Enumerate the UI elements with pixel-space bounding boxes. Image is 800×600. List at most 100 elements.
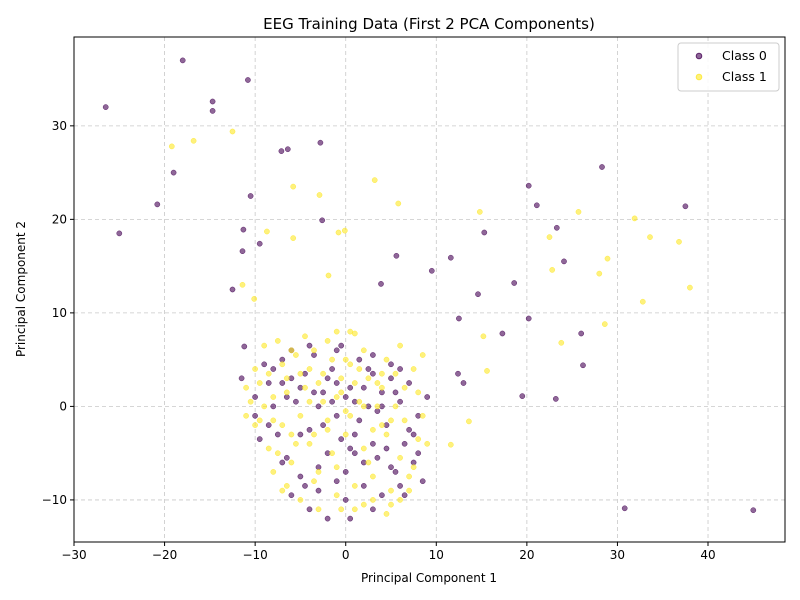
data-point-class-0	[288, 492, 295, 499]
data-point-class-0	[265, 422, 272, 428]
data-point-class-0	[397, 483, 403, 489]
data-point-class-0	[351, 450, 358, 457]
data-point-class-1	[283, 375, 290, 382]
data-point-class-1	[370, 497, 376, 503]
y-tick-label: −10	[42, 493, 67, 507]
data-point-class-1	[374, 403, 381, 410]
data-point-class-1	[395, 200, 402, 207]
legend-marker-class-0	[695, 52, 703, 60]
data-point-class-0	[320, 422, 326, 428]
y-tick-label: 20	[52, 212, 67, 226]
data-point-class-1	[397, 342, 403, 349]
legend-marker-class-1	[695, 73, 703, 81]
data-point-class-1	[279, 422, 286, 428]
data-point-class-1	[290, 183, 297, 190]
data-point-class-1	[480, 333, 487, 340]
data-point-class-1	[379, 370, 385, 377]
data-point-class-0	[209, 108, 216, 114]
data-point-class-1	[351, 330, 358, 337]
data-point-class-0	[475, 291, 481, 298]
data-point-class-1	[338, 389, 345, 396]
legend-label-class-1: Class 1	[722, 69, 767, 84]
data-point-class-0	[365, 366, 372, 372]
data-point-class-1	[270, 417, 277, 424]
data-point-class-1	[406, 473, 412, 480]
data-point-class-0	[306, 426, 313, 433]
data-point-class-1	[388, 417, 394, 424]
data-point-class-0	[578, 330, 585, 337]
data-point-class-1	[379, 422, 385, 428]
data-point-class-1	[476, 209, 483, 215]
x-tick-label: −30	[61, 548, 86, 562]
legend-label-class-0: Class 0	[722, 48, 767, 63]
data-point-class-1	[397, 454, 403, 461]
x-tick-label: 10	[429, 548, 444, 562]
data-point-class-1	[447, 441, 454, 448]
data-point-class-1	[383, 356, 390, 363]
data-point-class-0	[245, 77, 251, 83]
data-point-class-0	[424, 394, 431, 400]
x-tick-label: −10	[242, 548, 267, 562]
y-tick-label: 0	[59, 399, 67, 413]
data-point-class-0	[319, 217, 326, 224]
data-point-class-0	[279, 380, 286, 386]
data-point-class-1	[315, 380, 322, 386]
data-point-class-1	[306, 398, 313, 405]
data-point-class-0	[388, 375, 394, 382]
data-point-class-1	[371, 177, 378, 183]
data-point-class-0	[481, 229, 488, 236]
data-point-class-1	[333, 492, 340, 499]
x-tick-label: 40	[700, 548, 715, 562]
data-point-class-1	[360, 347, 367, 354]
data-point-class-1	[302, 384, 308, 391]
data-point-class-1	[342, 408, 349, 414]
data-point-class-0	[388, 361, 394, 368]
data-point-class-0	[342, 497, 349, 503]
data-point-class-1	[397, 497, 403, 503]
data-point-class-1	[604, 255, 611, 262]
data-point-class-0	[252, 394, 258, 400]
data-point-class-0	[338, 436, 345, 442]
axis-ticks: −30 −20 −10 0 10 20 30 40 −10 0 10 20 30	[42, 119, 716, 562]
data-point-class-1	[320, 370, 326, 377]
data-point-class-1	[370, 426, 376, 433]
data-point-class-0	[533, 202, 540, 209]
data-point-class-0	[333, 412, 340, 419]
data-point-class-0	[306, 342, 313, 349]
data-point-class-1	[383, 431, 390, 438]
data-point-class-1	[274, 450, 281, 457]
data-point-class-1	[297, 412, 304, 419]
data-point-class-1	[190, 137, 197, 144]
data-point-class-0	[370, 440, 376, 447]
data-point-class-0	[265, 380, 272, 386]
data-point-class-0	[241, 343, 248, 350]
data-point-class-1	[256, 417, 263, 424]
x-tick-label: 30	[610, 548, 625, 562]
data-point-class-1	[256, 380, 263, 386]
data-point-class-1	[333, 394, 340, 400]
data-point-class-0	[397, 398, 403, 405]
data-point-class-1	[264, 228, 270, 235]
data-point-class-1	[558, 339, 565, 346]
data-point-class-0	[383, 445, 390, 452]
data-point-class-0	[370, 506, 376, 513]
data-point-class-1	[341, 227, 348, 234]
data-point-class-0	[519, 393, 526, 399]
data-point-class-0	[329, 398, 335, 405]
data-point-class-0	[370, 370, 376, 377]
data-point-class-0	[170, 169, 177, 176]
data-point-class-0	[374, 454, 381, 461]
data-point-class-0	[447, 254, 454, 261]
data-point-class-0	[256, 240, 263, 247]
data-point-class-0	[460, 380, 467, 386]
data-point-class-1	[379, 384, 385, 391]
data-point-class-1	[639, 298, 646, 305]
data-point-class-1	[383, 511, 390, 517]
data-point-class-1	[424, 440, 431, 447]
data-point-class-1	[388, 501, 394, 508]
data-point-class-1	[252, 422, 258, 428]
data-point-class-1	[347, 412, 354, 419]
data-point-class-1	[297, 370, 304, 377]
data-point-class-1	[415, 389, 422, 396]
data-point-class-1	[401, 384, 408, 391]
